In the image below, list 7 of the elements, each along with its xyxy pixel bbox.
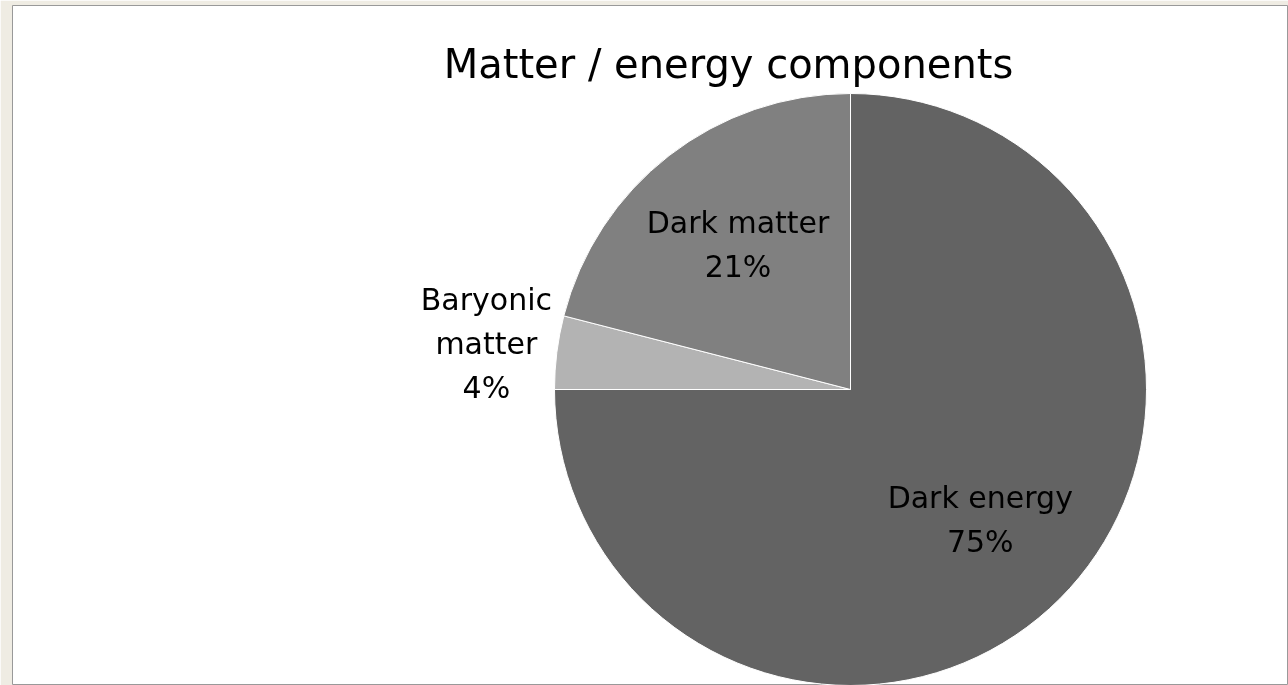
data-label: 21% [704, 248, 772, 284]
slice-label: Dark matter [646, 204, 831, 240]
data-label: 75% [946, 523, 1014, 559]
data-label: 4% [462, 370, 511, 405]
slice-label: Baryonic matter [420, 282, 552, 361]
slice-label: Dark energy [887, 479, 1073, 515]
chart-title: Matter / energy components [443, 40, 1014, 87]
